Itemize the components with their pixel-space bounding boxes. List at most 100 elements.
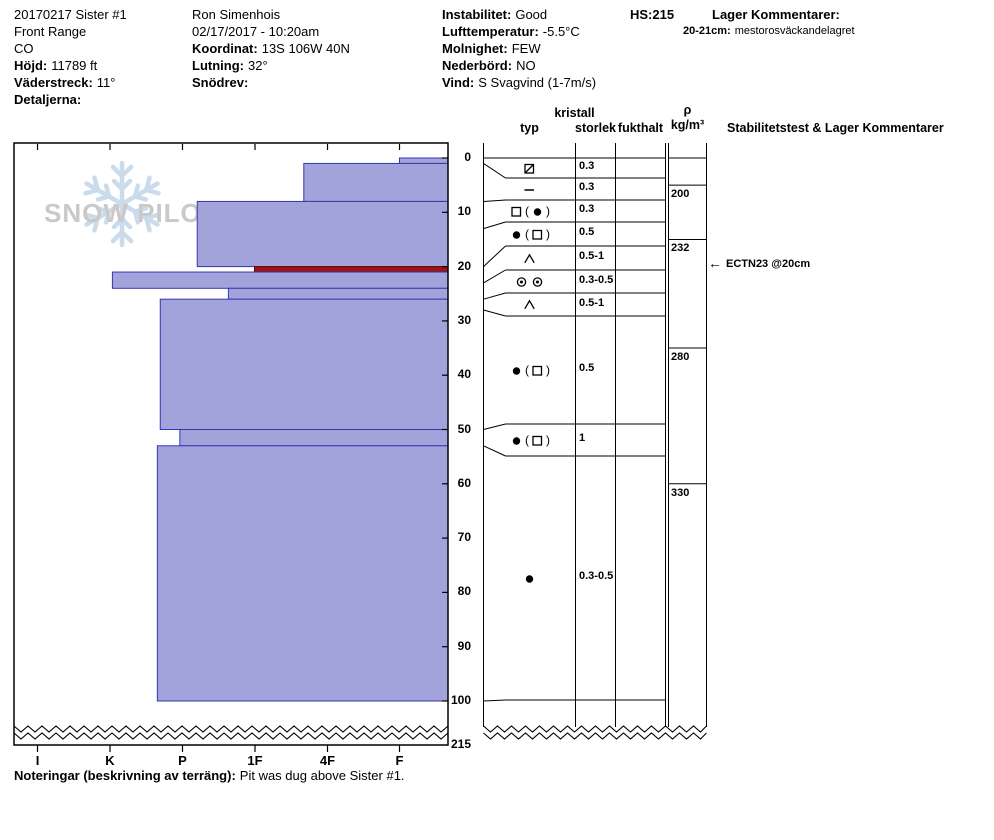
crystal-type-cell: () — [483, 361, 576, 379]
layer-comment-depth: 20-21cm: — [683, 25, 731, 37]
hardness-label: F — [395, 753, 404, 768]
hardness-label: 1F — [247, 753, 263, 768]
coordinate-label: Koordinat: — [192, 41, 258, 56]
storlek-header: storlek — [575, 121, 616, 135]
depth-tick-label: 20 — [457, 258, 471, 273]
aspect-value: 11° — [96, 75, 116, 90]
crystal-symbol-sq — [511, 206, 522, 217]
precip-value: NO — [516, 58, 536, 73]
crystal-size-value: 0.3 — [579, 203, 595, 215]
snowpilot-watermark: SNOW PILOT — [44, 158, 254, 268]
kristall-header: kristall — [554, 106, 595, 120]
hardness-bar — [156, 445, 449, 702]
crystal-type-cell — [483, 273, 576, 291]
crystal-size-value: 0.5-1 — [579, 250, 605, 262]
hs-field: HS:215 — [630, 7, 674, 22]
crystal-type-cell: () — [483, 225, 576, 243]
density-value: 330 — [671, 486, 690, 499]
crystal-symbol-dot — [512, 436, 521, 445]
depth-tick-label: 60 — [457, 475, 471, 490]
hardness-bar — [159, 298, 449, 430]
pit-region: Front Range — [14, 24, 87, 39]
stability-test-label: ECTN23 @20cm — [726, 257, 811, 270]
crystal-type-cell — [483, 296, 576, 314]
instability-field: Instabilitet: Good — [442, 7, 547, 22]
total-depth-label: 215 — [450, 737, 471, 751]
paren: ) — [546, 226, 550, 241]
crystal-symbol-sqslash — [524, 163, 535, 174]
rho-unit-header: kg/m³ — [670, 118, 705, 132]
notes-label: Noteringar (beskrivning av terräng): — [14, 768, 236, 783]
paren: ( — [525, 226, 529, 241]
depth-tick-label: 70 — [457, 530, 471, 545]
stability-header: Stabilitetstest & Lager Kommentarer — [727, 121, 944, 135]
paren: ( — [525, 203, 529, 218]
crystal-type-cell: () — [483, 431, 576, 449]
crystal-symbol-odot — [532, 277, 543, 287]
layer-comment: 20-21cm: mestorosväckandelagret — [683, 25, 855, 37]
air-temp-label: Lufttemperatur: — [442, 24, 539, 39]
crystal-type-cell — [483, 159, 576, 177]
crystal-symbol-dot — [512, 230, 521, 239]
crystal-symbol-dot — [512, 366, 521, 375]
hardness-bar — [111, 271, 449, 289]
paren: ) — [546, 432, 550, 447]
hardness-label: K — [105, 753, 115, 768]
layer-connector — [483, 445, 506, 457]
hs-value: 215 — [652, 7, 675, 22]
typ-header: typ — [520, 121, 539, 135]
crystal-type-cell — [483, 569, 576, 587]
sky-label: Molnighet: — [442, 41, 508, 56]
coordinate-value: 13S 106W 40N — [261, 41, 350, 56]
air-temp-field: Lufttemperatur: -5.5°C — [442, 24, 580, 39]
layer-connector — [483, 269, 506, 284]
slope-field: Lutning: 32° — [192, 58, 268, 73]
precip-field: Nederbörd: NO — [442, 58, 536, 73]
pit-datetime: 02/17/2017 - 10:20am — [192, 24, 320, 39]
hardness-bar — [227, 287, 449, 300]
layer-comment-text: mestorosväckandelagret — [734, 25, 855, 37]
details-field: Detaljerna: — [14, 92, 81, 107]
hs-label: HS: — [630, 7, 653, 22]
crystal-symbol-dot — [525, 574, 534, 583]
slope-value: 32° — [247, 58, 268, 73]
chart-border — [13, 142, 449, 746]
sky-field: Molnighet: FEW — [442, 41, 541, 56]
precip-label: Nederbörd: — [442, 58, 513, 73]
elevation-field: Höjd: 11789 ft — [14, 58, 97, 73]
hardness-bar — [179, 429, 449, 447]
layer-connector — [483, 699, 506, 702]
hardness-label: I — [35, 753, 40, 768]
elevation-label: Höjd: — [14, 58, 48, 73]
hardness-bar — [196, 200, 449, 268]
aspect-label: Väderstreck: — [14, 75, 93, 90]
crystal-type-cell — [483, 180, 576, 198]
stability-test-annotation: ← ECTN23 @20cm — [708, 255, 811, 272]
depth-tick-label: 100 — [450, 693, 471, 707]
watermark-text: SNOW PILOT — [44, 198, 219, 228]
paren: ) — [546, 203, 550, 218]
rho-header: ρ — [683, 103, 692, 117]
layer-connector — [483, 245, 506, 267]
depth-tick-label: 80 — [457, 584, 471, 599]
crystal-size-value: 0.3 — [579, 181, 595, 193]
observer-name: Ron Simenhois — [192, 7, 281, 22]
left-arrow-icon: ← — [708, 255, 722, 272]
wind-label: Vind: — [442, 75, 475, 90]
density-value: 280 — [671, 351, 690, 364]
crystal-size-value: 0.5 — [579, 226, 595, 238]
crystal-size-value: 1 — [579, 432, 586, 444]
elevation-value: 11789 ft — [51, 58, 98, 73]
fukthalt-header: fukthalt — [617, 121, 664, 135]
crystal-size-value: 0.5 — [579, 362, 595, 374]
coordinate-field: Koordinat: 13S 106W 40N — [192, 41, 350, 56]
depth-tick-label: 10 — [457, 204, 471, 219]
ground-zigzag — [483, 732, 707, 740]
depth-tick-label: 50 — [457, 421, 471, 436]
layer-connector — [483, 221, 506, 230]
depth-tick-label: 40 — [457, 367, 471, 382]
crystal-symbol-cup — [524, 299, 535, 310]
notes-field: Noteringar (beskrivning av terräng): Pit … — [14, 768, 405, 783]
